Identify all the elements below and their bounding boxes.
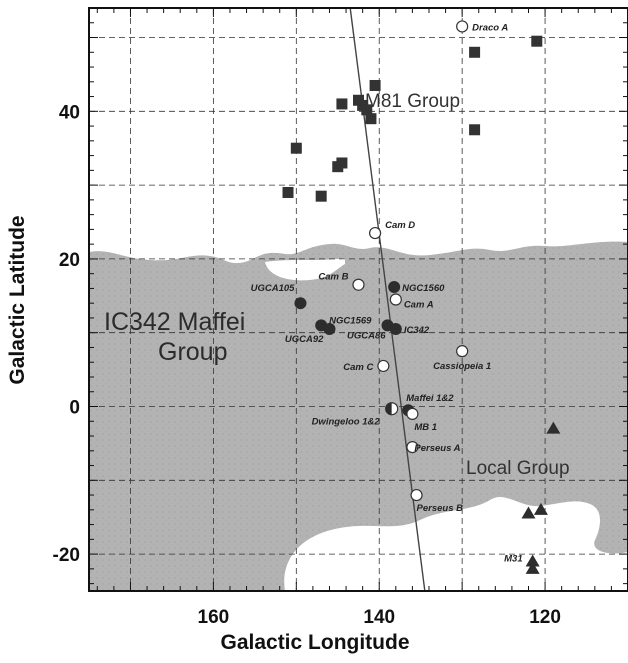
point-label: Dwingeloo 1&2 [312,417,381,428]
square-marker [336,98,348,110]
y-tick-label: 20 [59,250,80,271]
square-marker [361,104,373,116]
open-circle-marker [406,407,419,420]
point-label: MB 1 [414,422,437,433]
open-circle-marker [352,278,365,291]
m81-group-label: M81 Group [365,91,460,112]
point-label: Maffei 1&2 [406,393,454,404]
square-marker [469,46,481,58]
y-tick-label: -20 [53,545,80,566]
point-label: Perseus A [414,443,460,454]
point-label: IC342 [404,325,430,336]
open-circle-marker [456,20,469,33]
plot-frame [88,7,628,592]
half-circle-fill [385,402,392,415]
open-circle-marker [377,359,390,373]
triangle-marker [521,506,536,519]
axis-ticks: 160 140 120 -20 0 20 40 [53,7,628,628]
filled-circle-marker [388,280,401,293]
ic342-group-label: IC342 Maffei [104,308,245,336]
point-label: M31 [504,553,522,564]
square-marker [469,124,481,136]
point-label: Cam C [343,362,373,373]
square-marker [336,157,348,169]
open-circle-marker [389,293,402,306]
y-axis-label: Galactic Latitude [6,215,29,384]
point-label: UGCA86 [347,330,386,341]
point-label: Perseus B [417,503,464,514]
triangle-marker [525,554,540,567]
square-marker [531,35,543,47]
square-marker [369,79,381,91]
x-tick-label: 120 [529,607,561,628]
triangle-marker [525,561,540,574]
open-circle-marker [456,345,469,358]
open-circle-marker [368,226,382,240]
data-points [282,20,561,574]
point-label: NGC1569 [329,315,372,326]
square-marker [282,186,294,198]
open-circle-marker [410,488,423,502]
local-group-label: Local Group [466,458,570,479]
x-tick-label: 160 [198,607,230,628]
point-label: UGCA92 [285,334,324,345]
triangle-marker [546,421,561,434]
point-label: UGCA105 [251,283,296,294]
point-label: NGC1560 [402,283,445,294]
x-tick-label: 140 [363,607,395,628]
ic342-group-label-2: Group [158,338,227,366]
square-marker [365,113,377,125]
y-tick-label: 40 [59,102,80,123]
point-label: Cam D [385,220,415,231]
square-marker [290,142,302,154]
y-tick-label: 0 [69,398,80,419]
point-labels: UGCA105 NGC1569 UGCA92 UGCA86 NGC1560 IC342 Ma… [251,22,523,564]
point-label: Cassiopeia 1 [433,361,491,372]
filled-circle-marker [294,297,307,310]
open-circle-marker [406,440,419,454]
zone-of-avoidance-shading [89,241,628,591]
x-axis-label: Galactic Longitude [220,631,409,654]
point-label: Cam B [318,272,348,283]
filled-circle-marker [389,323,402,336]
point-label: Cam A [404,300,434,311]
triangle-marker [533,502,548,515]
square-marker [315,190,327,202]
point-label: Draco A [472,22,508,33]
filled-circle-marker [323,323,336,336]
group-labels: M81 Group IC342 Maffei Group Local Group [104,91,570,479]
